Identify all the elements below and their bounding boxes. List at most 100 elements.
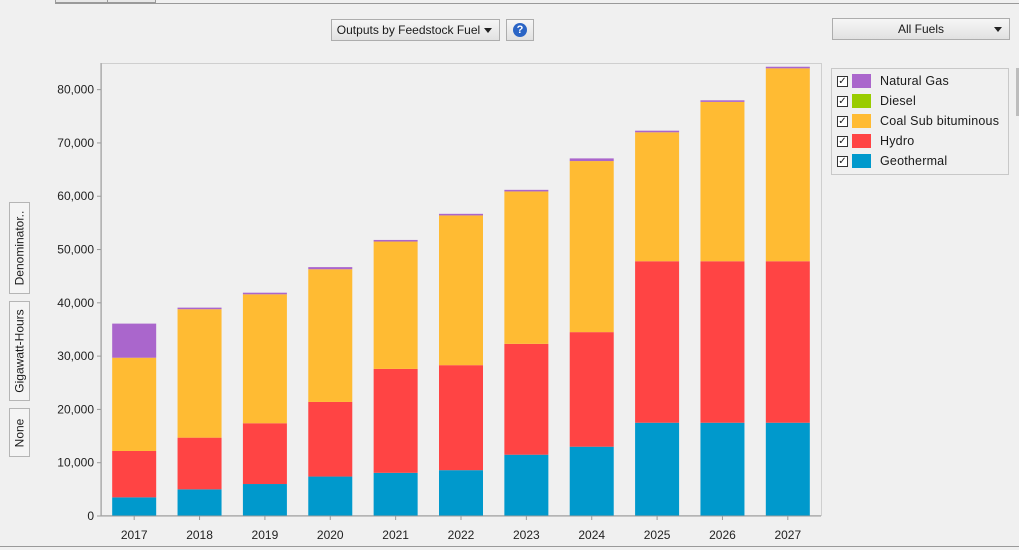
help-icon: ? — [513, 23, 527, 37]
bar-segment-hydro — [439, 365, 483, 471]
bar-segment-natural-gas — [569, 158, 614, 162]
bar-segment-geothermal — [765, 422, 810, 516]
legend-checkbox[interactable]: ✓ — [837, 155, 848, 167]
bar-segment-coal-sub-bituminous — [308, 269, 353, 402]
x-tick-label: 2025 — [644, 528, 671, 542]
bottom-divider — [0, 546, 1019, 547]
bar-segment-hydro — [373, 368, 418, 473]
bar-segment-geothermal — [308, 476, 353, 516]
x-tick-label: 2021 — [382, 528, 409, 542]
legend-checkbox[interactable]: ✓ — [837, 75, 848, 87]
bar-segment-geothermal — [569, 446, 614, 516]
help-button[interactable]: ? — [506, 19, 534, 41]
x-tick-label: 2027 — [774, 528, 801, 542]
chart-legend: ✓ Natural Gas ✓ Diesel ✓ Coal Sub bituminous ✓… — [831, 68, 1009, 175]
bar-segment-coal-sub-bituminous — [242, 294, 287, 424]
normalization-button[interactable]: None — [9, 408, 30, 457]
top-tab-strip — [55, 0, 1019, 4]
legend-item[interactable]: ✓ Diesel — [837, 92, 916, 110]
legend-checkbox[interactable]: ✓ — [837, 95, 848, 107]
bar-segment-natural-gas — [308, 267, 353, 270]
legend-swatch — [852, 74, 871, 88]
fuel-dropdown-label: All Fuels — [897, 22, 944, 36]
bar-segment-natural-gas — [439, 213, 483, 216]
bar-segment-geothermal — [373, 472, 418, 516]
y-tick-label: 50,000 — [57, 243, 94, 257]
tab-right[interactable] — [107, 0, 156, 3]
y-tick-label: 40,000 — [57, 296, 94, 310]
legend-label: Hydro — [880, 134, 915, 148]
bar-segment-natural-gas — [765, 66, 810, 69]
legend-swatch — [852, 94, 871, 108]
bar-segment-hydro — [765, 261, 810, 423]
view-dropdown-label: Outputs by Feedstock Fuel — [336, 23, 481, 37]
x-tick-label: 2020 — [317, 528, 344, 542]
x-tick-label: 2022 — [448, 528, 475, 542]
x-tick-label: 2019 — [252, 528, 279, 542]
bar-segment-natural-gas — [177, 307, 222, 310]
chevron-down-icon — [994, 27, 1002, 32]
bar-segment-hydro — [112, 450, 157, 498]
bar-segment-geothermal — [242, 484, 287, 516]
bar-segment-geothermal — [635, 422, 680, 516]
bar-segment-natural-gas — [635, 130, 680, 133]
denominator-button[interactable]: Denominator.. — [9, 202, 30, 294]
legend-item[interactable]: ✓ Coal Sub bituminous — [837, 112, 999, 130]
x-tick-label: 2017 — [121, 528, 148, 542]
bar-segment-coal-sub-bituminous — [635, 132, 680, 262]
fuel-dropdown[interactable]: All Fuels — [832, 18, 1010, 40]
bar-segment-coal-sub-bituminous — [439, 215, 483, 366]
y-tick-label: 10,000 — [57, 456, 94, 470]
legend-label: Diesel — [880, 94, 916, 108]
bar-segment-coal-sub-bituminous — [177, 309, 222, 438]
legend-label: Natural Gas — [880, 74, 949, 88]
y-tick-label: 70,000 — [57, 136, 94, 150]
bar-segment-hydro — [504, 343, 549, 455]
bar-segment-geothermal — [112, 497, 157, 516]
bar-segment-coal-sub-bituminous — [765, 68, 810, 262]
bar-segment-coal-sub-bituminous — [569, 161, 614, 333]
bar-segment-hydro — [177, 437, 222, 490]
legend-label: Geothermal — [880, 154, 948, 168]
units-button[interactable]: Gigawatt-Hours — [9, 301, 30, 401]
legend-swatch — [852, 114, 871, 128]
bar-segment-natural-gas — [373, 239, 418, 242]
view-dropdown[interactable]: Outputs by Feedstock Fuel — [331, 19, 500, 41]
y-tick-label: 60,000 — [57, 189, 94, 203]
x-tick-label: 2024 — [578, 528, 605, 542]
bar-segment-geothermal — [504, 454, 549, 516]
bar-segment-coal-sub-bituminous — [700, 101, 745, 262]
bar-segment-natural-gas — [504, 189, 549, 192]
legend-scrollbar[interactable] — [1016, 68, 1019, 116]
bar-segment-geothermal — [700, 422, 745, 516]
bar-segment-hydro — [242, 423, 287, 485]
x-tick-label: 2018 — [186, 528, 213, 542]
x-tick-label: 2026 — [709, 528, 736, 542]
y-tick-label: 30,000 — [57, 349, 94, 363]
legend-item[interactable]: ✓ Geothermal — [837, 152, 947, 170]
legend-swatch — [852, 154, 871, 168]
bar-segment-geothermal — [439, 470, 483, 516]
legend-swatch — [852, 134, 871, 148]
bar-segment-coal-sub-bituminous — [373, 241, 418, 369]
bar-segment-coal-sub-bituminous — [504, 191, 549, 344]
legend-checkbox[interactable]: ✓ — [837, 135, 848, 147]
legend-item[interactable]: ✓ Natural Gas — [837, 72, 949, 90]
bar-segment-geothermal — [177, 489, 222, 516]
bar-segment-natural-gas — [242, 292, 287, 295]
y-tick-label: 80,000 — [57, 83, 94, 97]
legend-checkbox[interactable]: ✓ — [837, 115, 848, 127]
x-tick-label: 2023 — [513, 528, 540, 542]
y-tick-label: 20,000 — [57, 402, 94, 416]
legend-label: Coal Sub bituminous — [880, 114, 1000, 128]
bar-segment-coal-sub-bituminous — [112, 357, 157, 451]
bar-segment-natural-gas — [112, 323, 157, 358]
chevron-down-icon — [484, 28, 492, 33]
legend-item[interactable]: ✓ Hydro — [837, 132, 914, 150]
bar-segment-natural-gas — [700, 100, 745, 102]
bar-segment-hydro — [308, 401, 353, 477]
y-tick-label: 0 — [87, 509, 94, 523]
bar-segment-hydro — [569, 332, 614, 447]
bar-segment-hydro — [700, 261, 745, 423]
